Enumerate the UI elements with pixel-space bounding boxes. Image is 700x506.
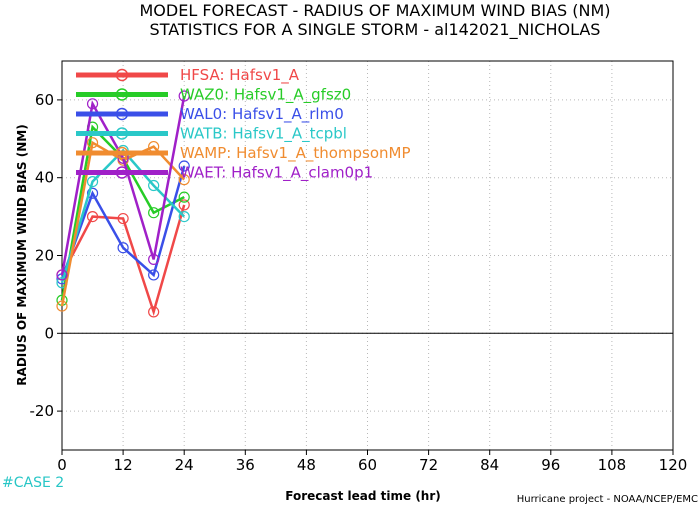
data-point — [86, 98, 99, 110]
data-point — [148, 179, 160, 192]
data-point — [178, 90, 190, 102]
y-tick-label: -20 — [30, 402, 55, 420]
x-tick-label: 72 — [419, 456, 438, 474]
data-point — [178, 191, 190, 203]
data-point — [178, 211, 190, 223]
x-tick-label: 0 — [57, 456, 67, 474]
x-tick-label: 108 — [598, 456, 627, 474]
y-tick-label: 40 — [35, 169, 54, 187]
x-tick-label: 24 — [175, 456, 194, 474]
series-lines — [56, 90, 190, 318]
data-point — [178, 160, 190, 172]
legend-swatch-marker — [115, 88, 129, 101]
legend-swatch-marker — [115, 107, 129, 121]
y-tick-label: 20 — [35, 247, 54, 265]
data-point — [178, 174, 190, 186]
x-tick-label: 96 — [541, 456, 560, 474]
x-tick-label: 84 — [480, 456, 499, 474]
data-point — [117, 212, 129, 225]
data-point — [56, 269, 68, 281]
case-label: #CASE 2 — [2, 475, 64, 491]
series-line — [60, 148, 186, 284]
data-point — [86, 211, 99, 223]
x-tick-label: 120 — [659, 456, 688, 474]
data-point — [117, 242, 129, 254]
chart-title-line2: STATISTICS FOR A SINGLE STORM - al142021… — [150, 20, 601, 40]
x-tick-label: 60 — [358, 456, 377, 474]
data-point — [86, 175, 99, 188]
legend-entry-label: WAZ0: Hafsv1_A_gfsz0 — [180, 86, 351, 105]
grid — [62, 61, 673, 450]
legend-swatch-marker — [115, 68, 129, 82]
legend-entry-label: WAMP: Hafsv1_A_thompsonMP — [180, 144, 411, 163]
axis-ticks: 0 12 24 36 48 60 72 84 96 108 120 -20 0 20 40 60 — [30, 91, 688, 474]
data-point — [56, 300, 68, 312]
data-point — [178, 199, 190, 211]
data-point — [86, 137, 99, 149]
x-tick-label: 36 — [236, 456, 255, 474]
data-point — [148, 253, 160, 265]
legend-entry-label: WAET: Hafsv1_A_clam0p1 — [180, 164, 373, 183]
legend-entry-label: WATB: Hafsv1_A_tcpbl — [180, 125, 347, 144]
chart-title-line1: MODEL FORECAST - RADIUS OF MAXIMUM WIND … — [139, 1, 610, 20]
legend-swatch-marker — [115, 127, 129, 140]
legend-entry-label: WAL0: Hafsv1_A_rlm0 — [180, 105, 344, 124]
x-tick-label: 48 — [297, 456, 316, 474]
data-point — [148, 269, 160, 281]
legend-entry-label: HFSA: Hafsv1_A — [180, 66, 300, 85]
data-point — [148, 207, 160, 219]
legend-swatch-marker — [115, 146, 129, 160]
y-tick-label: 0 — [44, 324, 54, 342]
data-point — [148, 306, 160, 318]
y-tick-label: 60 — [35, 91, 54, 109]
x-tick-label: 12 — [114, 456, 133, 474]
legend-swatch-marker — [115, 166, 129, 179]
data-point — [86, 187, 99, 199]
credit-text: Hurricane project - NOAA/NCEP/EMC — [517, 494, 698, 505]
series-line — [60, 165, 186, 280]
series-line — [60, 204, 186, 317]
y-axis-label: RADIUS OF MAXIMUM WIND BIAS (NM) — [15, 124, 29, 385]
x-axis-label: Forecast lead time (hr) — [285, 489, 441, 503]
